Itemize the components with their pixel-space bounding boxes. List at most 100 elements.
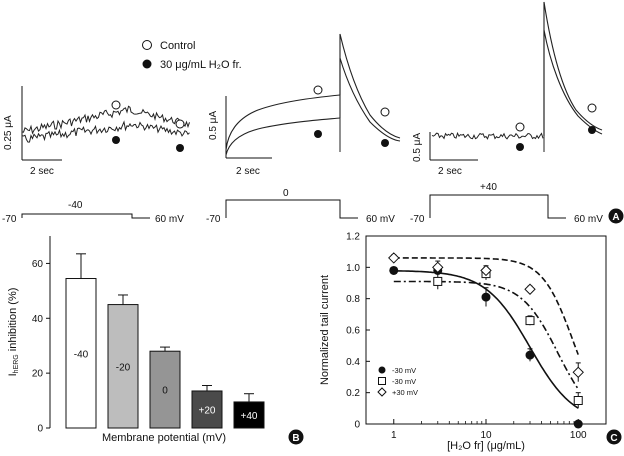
panel-b-ytick-label: 40	[32, 314, 44, 325]
panel-a-badge: A	[608, 208, 624, 224]
trace-2-scale-label: 0.5 μA	[208, 111, 219, 140]
trace-2-treated-tail	[339, 57, 401, 142]
panel-a-letter: A	[612, 212, 619, 223]
legend-treated-label: 30 μg/mL H₂O fr.	[160, 59, 242, 71]
panel-c-xlabel: [H₂O fr] (μg/mL)	[447, 440, 525, 452]
panel-c-ytick-label: 0.8	[346, 294, 360, 305]
trace-3-scale-label: 0.5 μA	[412, 133, 423, 162]
trace-2-filled-marker-b	[381, 139, 389, 147]
trace-3-open-marker-b	[587, 103, 597, 113]
panel-c-point-diamond	[572, 366, 584, 379]
panel-c-point-square	[525, 316, 535, 326]
protocol-1-hold: -70	[2, 214, 17, 225]
panel-b-bar	[149, 350, 181, 429]
protocol-2-line	[225, 199, 358, 219]
panel-b-bar-label: +40	[241, 411, 258, 422]
trace-3-filled-marker-b	[588, 126, 596, 134]
panel-c-point-circle	[481, 292, 491, 302]
trace-3-open-marker-a	[515, 122, 525, 132]
trace-1-filled-marker-a	[112, 136, 120, 144]
trace-2-open-marker-a	[313, 85, 323, 95]
panel-c-fit-curve	[393, 257, 579, 355]
trace-panel-2: 0.5 μA 2 sec	[208, 33, 401, 177]
panel-c-dose-response: Normalized tail current [H₂O fr] (μg/mL)…	[319, 232, 622, 452]
trace-2-time-label: 2 sec	[236, 166, 260, 177]
trace-1-treated-line	[21, 120, 190, 143]
panel-b-ylabel: IhERG inhibition (%)	[7, 288, 20, 377]
panel-b-bar	[191, 390, 223, 429]
trace-1-time-label: 2 sec	[30, 166, 54, 177]
panel-c-legend-square	[378, 377, 386, 385]
panel-b-badge: B	[288, 429, 304, 445]
protocol-1: -70 -40 60 mV	[2, 200, 184, 225]
protocol-1-step: -40	[68, 200, 83, 211]
panel-c-fit-curve	[393, 280, 579, 390]
panel-b-bar-label: -20	[116, 362, 131, 373]
panel-b-ytick-label: 60	[32, 259, 44, 270]
panel-b-xlabel: Membrane potential (mV)	[102, 432, 226, 444]
panel-c-ytick-label: 1.0	[346, 263, 360, 274]
protocol-3-step: +40	[480, 182, 497, 193]
panel-c-legend: -30 mV -30 mV +30 mV	[377, 366, 418, 397]
trace-2-filled-marker-a	[314, 130, 322, 138]
legend-treated-marker	[142, 59, 152, 69]
panel-c-legend-label: -30 mV	[392, 377, 416, 386]
panel-c-letter: C	[610, 433, 617, 444]
panel-b-ytick-label: 0	[37, 424, 43, 435]
panel-c-point-circle	[389, 265, 399, 275]
trace-2-treated-line	[225, 117, 341, 156]
panel-c-legend-label: -30 mV	[392, 366, 416, 375]
panel-b-bar	[233, 401, 265, 429]
protocol-2: -70 0 60 mV	[206, 188, 395, 225]
panel-c-ytick-label: 0.2	[346, 388, 360, 399]
trace-3-baseline-line	[431, 131, 544, 140]
protocol-2-hold: -70	[206, 214, 221, 225]
panel-c-point-circle	[525, 350, 535, 360]
trace-2-open-marker-b	[380, 107, 390, 117]
trace-3-filled-marker-a	[516, 143, 524, 151]
panel-c-ylabel: Normalized tail current	[319, 275, 331, 385]
panel-c-xtick-label: 100	[570, 430, 587, 441]
trace-1-control-line	[21, 105, 190, 135]
trace-legend: Control 30 μg/mL H₂O fr.	[142, 40, 242, 71]
panel-c-point-diamond	[524, 283, 536, 295]
panel-b-bar-chart: IhERG inhibition (%) Membrane potential …	[7, 236, 304, 445]
panel-b-bar-label: +20	[199, 405, 216, 416]
panel-c-ytick-label: 0	[354, 420, 360, 431]
panel-c-ytick-label: 1.2	[346, 232, 360, 243]
panel-b-bar-label: 0	[162, 386, 168, 397]
trace-1-scale-label: 0.25 μA	[3, 115, 14, 150]
panel-c-point-diamond	[388, 252, 400, 264]
protocol-3: -70 +40 60 mV	[410, 182, 603, 225]
panel-c-xtick-label: 10	[480, 430, 492, 441]
protocol-3-tail: 60 mV	[574, 214, 603, 225]
panel-c-point-diamond	[480, 264, 492, 277]
trace-3-time-label: 2 sec	[438, 166, 462, 177]
panel-c-ytick-label: 0.4	[346, 357, 360, 368]
panel-b-letter: B	[292, 433, 299, 444]
trace-1-open-marker-a	[111, 100, 121, 110]
trace-1-open-marker-b	[175, 119, 185, 129]
panel-c-xtick-label: 1	[391, 430, 397, 441]
panel-c-legend-diamond	[377, 387, 387, 397]
panel-c-point-square	[573, 396, 583, 405]
trace-3-control-tail	[543, 1, 603, 136]
panel-c-point-diamond	[432, 261, 444, 274]
protocol-2-tail: 60 mV	[366, 214, 395, 225]
protocol-2-step: 0	[283, 188, 289, 199]
legend-control-marker	[142, 40, 152, 50]
trace-2-control-tail	[339, 33, 401, 139]
trace-1-filled-marker-b	[176, 144, 184, 152]
trace-panel-3: 0.5 μA 2 sec	[412, 1, 603, 177]
panel-c-point-circle	[573, 419, 583, 429]
panel-c-legend-circle	[378, 366, 386, 374]
trace-2-control-line	[225, 94, 341, 151]
protocol-3-line	[429, 194, 566, 219]
panel-b-ytick-label: 20	[32, 369, 44, 380]
protocol-3-hold: -70	[410, 214, 425, 225]
panel-c-legend-label: +30 mV	[392, 388, 418, 397]
panel-c-point-square	[433, 276, 443, 286]
protocol-1-tail: 60 mV	[155, 214, 184, 225]
panel-b-bar-label: -40	[74, 349, 89, 360]
